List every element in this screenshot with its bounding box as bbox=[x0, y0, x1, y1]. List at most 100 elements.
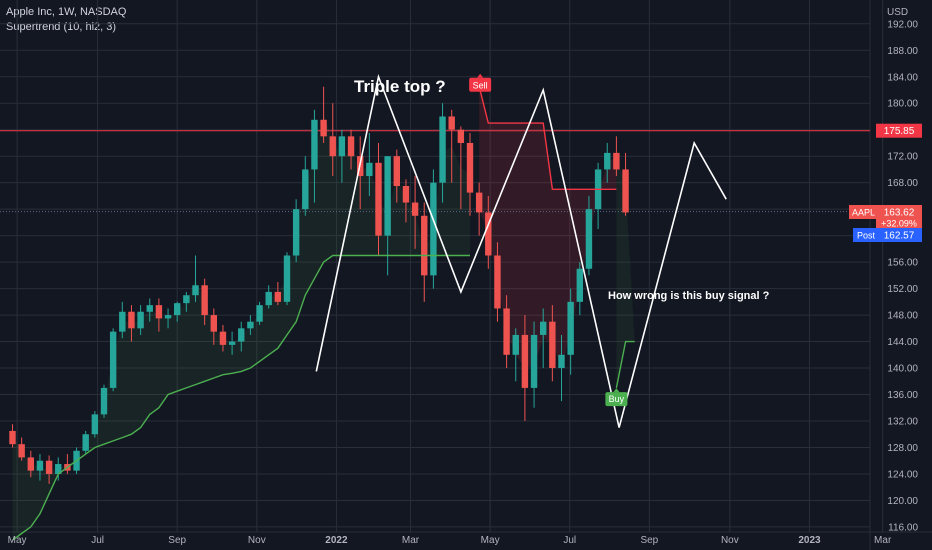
candle bbox=[146, 298, 153, 322]
candle bbox=[594, 162, 602, 230]
candle-body bbox=[109, 331, 117, 388]
candle bbox=[448, 109, 455, 183]
x-tick-label: 2022 bbox=[325, 535, 348, 546]
candle-body bbox=[274, 291, 282, 302]
x-tick-label: Jul bbox=[91, 535, 104, 546]
candle-body bbox=[475, 192, 483, 213]
candle-body bbox=[576, 268, 583, 302]
candle-body bbox=[164, 315, 172, 319]
candle bbox=[64, 454, 71, 474]
candle-body bbox=[155, 305, 163, 319]
candle-body bbox=[128, 311, 135, 329]
candle bbox=[585, 195, 593, 276]
candle-body bbox=[302, 169, 309, 210]
supertrend-lines bbox=[12, 86, 635, 541]
candle bbox=[503, 295, 510, 369]
symbol-tag[interactable] bbox=[849, 205, 878, 219]
y-tick-label: 152.00 bbox=[887, 284, 918, 295]
candle-body bbox=[448, 116, 455, 130]
level-price-value: 175.85 bbox=[884, 126, 915, 137]
candle-body bbox=[292, 209, 300, 256]
buy-marker[interactable] bbox=[605, 392, 628, 407]
candle-body bbox=[238, 328, 245, 342]
y-tick-label: 192.00 bbox=[887, 19, 918, 30]
x-tick-label: Mar bbox=[874, 535, 892, 546]
candle bbox=[183, 291, 190, 312]
candle bbox=[338, 129, 346, 183]
candle bbox=[521, 315, 529, 421]
candle-body bbox=[82, 434, 89, 451]
candle bbox=[27, 450, 34, 478]
symbol-label: AAPL bbox=[852, 208, 875, 218]
y-tick-label: 132.00 bbox=[887, 417, 918, 428]
candle bbox=[219, 325, 227, 352]
candle-body bbox=[219, 331, 227, 345]
candle bbox=[485, 195, 492, 269]
candle-body bbox=[347, 136, 355, 157]
candle bbox=[164, 308, 172, 329]
annotations: Triple top ? How wrong is this buy signal… bbox=[354, 73, 770, 407]
candle bbox=[283, 252, 291, 306]
candle bbox=[302, 156, 309, 216]
y-tick-label: 136.00 bbox=[887, 390, 918, 401]
x-tick-label: 2023 bbox=[798, 535, 821, 546]
candle bbox=[375, 142, 382, 256]
chart-title: Apple Inc, 1W, NASDAQ bbox=[6, 6, 127, 18]
candle-body bbox=[36, 460, 44, 471]
candle-body bbox=[613, 152, 620, 170]
candle-body bbox=[402, 185, 410, 203]
supertrend-line-up bbox=[615, 340, 635, 389]
y-tick-label: 156.00 bbox=[887, 258, 918, 269]
candle-body bbox=[393, 156, 400, 186]
y-tick-label: 144.00 bbox=[887, 337, 918, 348]
candle bbox=[512, 328, 519, 382]
candle bbox=[55, 457, 62, 481]
buy-marker-pointer bbox=[613, 388, 620, 393]
y-tick-label: 172.00 bbox=[887, 152, 918, 163]
candle bbox=[384, 156, 391, 276]
candle-body bbox=[283, 255, 291, 302]
candle-body bbox=[55, 464, 62, 474]
candle-body bbox=[558, 354, 565, 369]
candle bbox=[540, 308, 547, 369]
candle bbox=[265, 285, 272, 309]
candle-body bbox=[540, 321, 547, 335]
candle bbox=[494, 242, 501, 322]
sell-marker[interactable] bbox=[469, 77, 492, 92]
candle bbox=[119, 301, 126, 339]
candle bbox=[622, 152, 629, 216]
y-tick-label: 120.00 bbox=[887, 496, 918, 507]
candle-body bbox=[457, 129, 465, 143]
post-tag[interactable] bbox=[853, 228, 879, 242]
candle bbox=[82, 430, 89, 455]
candle bbox=[45, 455, 53, 484]
candle-body bbox=[430, 182, 437, 276]
supertrend-line-down bbox=[478, 86, 617, 191]
candle-body bbox=[174, 303, 181, 316]
candle-body bbox=[503, 308, 510, 355]
y-tick-label: 116.00 bbox=[888, 522, 918, 533]
candle bbox=[9, 424, 16, 448]
sell-label: Sell bbox=[473, 81, 488, 91]
supertrend-line-up bbox=[12, 254, 470, 541]
candle bbox=[274, 281, 282, 306]
price-axis: 116.00 120.00 124.00 128.00 132.00 136.00 140.… bbox=[849, 7, 922, 533]
supertrend-fill bbox=[12, 86, 635, 541]
level-price-tag bbox=[876, 123, 922, 138]
candle bbox=[100, 384, 108, 418]
candle bbox=[91, 411, 99, 438]
y-tick-label: 124.00 bbox=[887, 469, 918, 480]
buy-label: Buy bbox=[609, 394, 625, 404]
candle-body bbox=[146, 305, 153, 312]
candle bbox=[320, 86, 327, 143]
candle-body bbox=[384, 156, 391, 236]
triple-top-pattern-line bbox=[315, 73, 727, 428]
candle bbox=[174, 301, 181, 322]
candle-body bbox=[604, 152, 611, 170]
time-axis: May Jul Sep Nov 2022 Mar May Jul Sep Nov 2023 Mar bbox=[8, 535, 892, 546]
candle-body bbox=[320, 119, 327, 137]
candle-body bbox=[119, 311, 126, 332]
candle-body bbox=[549, 321, 556, 369]
candle-body bbox=[585, 209, 593, 269]
